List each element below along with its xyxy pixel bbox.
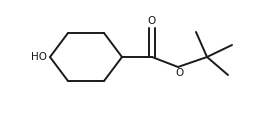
Text: HO: HO xyxy=(31,52,47,62)
Text: O: O xyxy=(148,16,156,26)
Text: O: O xyxy=(175,68,183,78)
